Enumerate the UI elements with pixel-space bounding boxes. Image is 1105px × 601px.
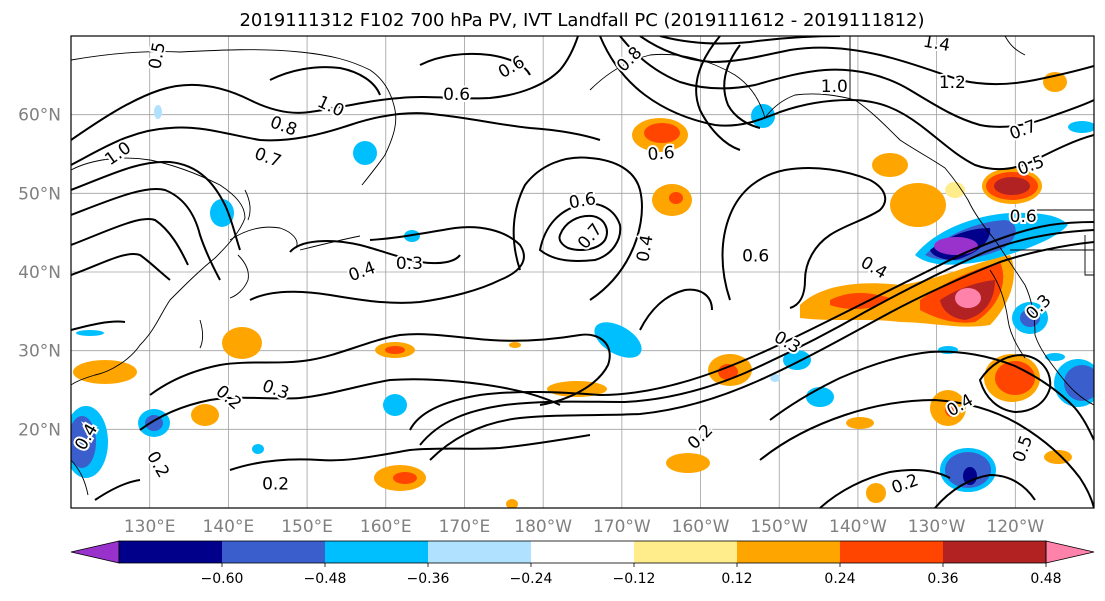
colorbar-tick-label: −0.36 [407,571,450,587]
colorbar-segment [325,541,429,563]
longitude-label: 130°E [124,517,176,537]
colorbar-segment [531,541,635,563]
contour-label: 1.2 [939,73,966,93]
contour-label: 0.3 [396,254,423,274]
colorbar-segment [943,541,1047,563]
colorbar-tick-label: 0.12 [721,571,752,587]
longitude-label: 130°W [908,517,966,537]
colorbar-tick-label: 0.36 [927,571,958,587]
contour-label: 0.6 [443,85,470,105]
contour-label: 0.6 [1010,207,1037,227]
contour-label: 0.6 [647,143,676,165]
latitude-label: 50°N [18,184,61,204]
contour-label: 0.6 [742,246,769,266]
longitude-label: 140°E [203,517,255,537]
colorbar-outline [118,540,1047,564]
latitude-label: 20°N [18,420,61,440]
colorbar-segment [634,541,738,563]
longitude-label: 160°W [672,517,730,537]
colorbar-segment [119,541,223,563]
longitude-label: 140°W [829,517,887,537]
longitude-label: 180°W [514,517,572,537]
contour-label: 0.2 [262,474,289,494]
longitude-label: 120°W [986,517,1044,537]
map-title: 2019111312 F102 700 hPa PV, IVT Landfall… [239,10,924,31]
coastlines [71,36,1094,496]
colorbar-tick-label: 0.24 [824,571,855,587]
map-border [70,35,1095,509]
colorbar-tick-label: −0.60 [201,571,244,587]
latitude-labels: 60°N 50°N 40°N 30°N 20°N [18,106,61,441]
longitude-label: 160°E [360,517,412,537]
colorbar-tick-label: −0.24 [510,571,553,587]
colorbar-tick-label: −0.48 [304,571,347,587]
longitude-label: 170°W [593,517,651,537]
colorbar-tick-label: 0.48 [1030,571,1061,587]
colorbar-arrow-high [1045,540,1095,564]
pv-contours [71,36,1094,508]
colorbar-tick-label: −0.12 [613,571,656,587]
longitude-labels: 130°E 140°E 150°E 160°E 170°E 180°W 170°W 160°W… [124,517,1045,537]
colorbar-segment [222,541,326,563]
latitude-label: 60°N [18,106,61,126]
contour-label: 1.0 [821,77,848,97]
colorbar-arrow-low [70,540,120,564]
longitude-label: 170°E [439,517,491,537]
colorbar-segment [737,541,841,563]
latitude-label: 30°N [18,342,61,362]
longitude-label: 150°E [281,517,333,537]
positive-region [73,72,1072,508]
colorbar-segment [428,541,532,563]
colorbar-segment [840,541,944,563]
longitude-label: 150°W [750,517,808,537]
contour-label: 0.6 [567,189,597,213]
colorbar: −0.60 −0.48 −0.36 −0.24 −0.12 0.12 0.24 0.36 0.4… [70,540,1095,587]
latitude-label: 40°N [18,263,61,283]
